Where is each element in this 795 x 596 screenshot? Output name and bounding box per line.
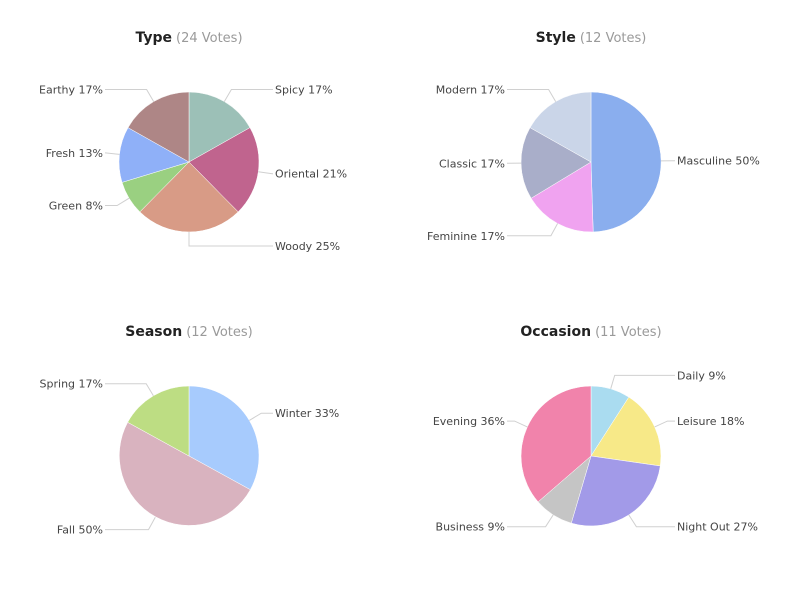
type-slice-earthy[interactable] [127,91,190,163]
type-slice-label: Woody 25% [275,240,340,253]
chart-vote-count: (11 Votes) [595,325,662,340]
type-slice-label: Green 8% [49,200,103,213]
chart-title-text: Type [135,30,172,46]
season-chart-title: Season (12 Votes) [125,324,252,340]
occasion-slice-leisure[interactable] [590,396,662,467]
slice-leader-line [188,232,273,247]
season-slice-label: Spring 17% [40,378,103,391]
occasion-chart-title: Occasion (11 Votes) [520,324,661,340]
type-slice-label: Oriental 21% [275,168,347,181]
occasion-slice-label: Evening 36% [433,415,505,428]
slice-leader-line [507,514,554,528]
slice-leader-line [507,223,559,237]
style-chart-title: Style (12 Votes) [536,30,647,46]
season-pie-chart: Season (12 Votes) Winter 33% Fall 50% Spring… [40,324,340,537]
occasion-slice-label: Night Out 27% [677,521,758,534]
type-slice-label: Spicy 17% [275,84,333,97]
type-slice-fresh[interactable] [118,127,190,183]
slice-leader-line [105,89,155,102]
style-slice-label: Classic 17% [439,157,505,170]
season-slice-label: Winter 33% [275,407,339,420]
style-slice-feminine[interactable] [530,161,594,233]
style-slice-classic[interactable] [520,127,592,199]
type-slice-label: Fresh 13% [46,147,103,160]
type-slice-label: Earthy 17% [39,84,103,97]
slice-leader-line [105,152,120,155]
type-slice-spicy[interactable] [188,91,251,163]
chart-vote-count: (12 Votes) [186,325,253,340]
style-slice-label: Modern 17% [436,84,505,97]
occasion-slice-label: Leisure 18% [677,415,744,428]
style-pie-chart: Style (12 Votes) Masculine 50% Feminine 17%… [427,30,760,243]
chart-vote-count: (12 Votes) [580,31,647,46]
season-slice-fall[interactable] [119,421,251,526]
type-pie-chart: Type (24 Votes) Spicy 17% Oriental 21% Woody… [39,30,347,253]
slice-leader-line [654,420,675,428]
slice-leader-line [507,420,528,428]
style-slice-masculine[interactable] [590,91,662,233]
type-chart-title: Type (24 Votes) [135,30,242,46]
slice-leader-line [610,374,675,389]
slice-leader-line [223,89,273,102]
season-slice-label: Fall 50% [57,524,103,537]
slice-leader-line [507,89,557,102]
chart-title-text: Occasion [520,324,591,340]
chart-vote-count: (24 Votes) [176,31,243,46]
slice-leader-line [258,171,273,175]
slice-leader-line [249,412,273,421]
occasion-slice-label: Daily 9% [677,369,726,382]
chart-title-text: Season [125,324,182,340]
occasion-slice-label: Business 9% [436,521,505,534]
occasion-pie-chart: Occasion (11 Votes) Daily 9% Leisure 18% Nig… [433,324,758,534]
occasion-slice-evening[interactable] [520,385,592,503]
slice-leader-line [105,517,156,531]
style-slice-modern[interactable] [529,91,592,163]
season-slice-winter[interactable] [188,385,260,491]
style-slice-label: Masculine 50% [677,155,760,168]
chart-title-text: Style [536,30,576,46]
slice-leader-line [105,383,154,396]
type-slice-woody[interactable] [139,161,239,233]
slice-leader-line [628,514,675,528]
style-slice-label: Feminine 17% [427,230,505,243]
season-slice-spring[interactable] [127,385,190,457]
slice-leader-line [105,197,130,206]
